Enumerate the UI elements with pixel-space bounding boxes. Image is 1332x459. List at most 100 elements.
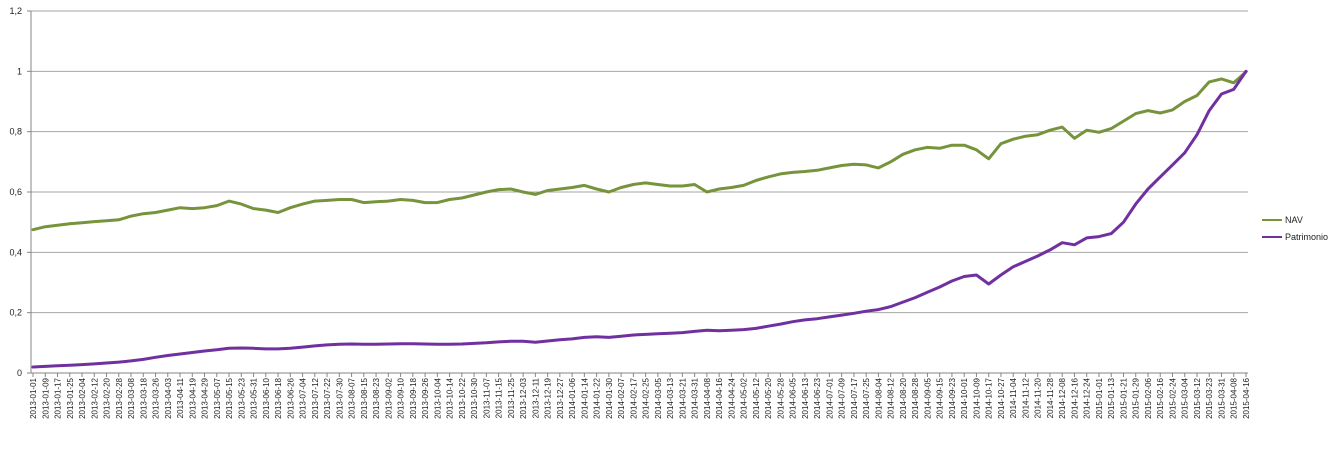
x-tick-label: 2014-03-05: [654, 377, 663, 418]
x-tick-label: 2014-02-25: [642, 377, 651, 418]
x-axis-tick-labels: 2013-01-01 2013-01-09 2013-01-17 2013-01-25…: [29, 377, 1251, 418]
x-tick-label: 2014-12-16: [1070, 377, 1079, 418]
x-tick-label: 2014-10-27: [997, 377, 1006, 418]
x-tick-label: 2015-01-29: [1132, 377, 1141, 418]
x-tick-label: 2014-12-08: [1058, 377, 1067, 418]
x-tick-label: 2014-01-06: [568, 377, 577, 418]
x-tick-label: 2015-01-21: [1119, 377, 1128, 418]
x-tick-label: 2013-02-12: [90, 377, 99, 418]
x-tick-label: 2014-07-09: [838, 377, 847, 418]
series-line-nav: [31, 70, 1248, 232]
x-tick-label: 2014-06-23: [813, 377, 822, 418]
x-tick-label: 2013-03-08: [127, 377, 136, 418]
legend-label-nav: NAV: [1285, 215, 1303, 225]
x-tick-label: 2013-11-07: [482, 377, 491, 418]
x-tick-label: 2015-02-24: [1168, 377, 1177, 418]
x-tick-label: 2013-07-30: [335, 377, 344, 418]
x-tick-label: 2013-09-26: [421, 377, 430, 418]
x-tick-label: 2014-07-25: [862, 377, 871, 418]
x-tick-label: 2014-01-30: [605, 377, 614, 418]
x-tick-label: 2013-10-04: [433, 377, 442, 418]
x-tick-label: 2013-06-10: [262, 377, 271, 418]
x-tick-label: 2013-07-04: [299, 377, 308, 418]
x-tick-label: 2013-10-30: [470, 377, 479, 418]
series-lines: [31, 69, 1248, 369]
x-tick-label: 2013-04-11: [176, 377, 185, 418]
x-tick-label: 2013-11-25: [507, 377, 516, 418]
x-tick-label: 2014-01-14: [580, 377, 589, 418]
x-tick-label: 2013-05-15: [225, 377, 234, 418]
x-tick-label: 2013-07-12: [311, 377, 320, 418]
x-tick-label: 2014-12-24: [1083, 377, 1092, 418]
x-tick-label: 2014-03-31: [691, 377, 700, 418]
x-tick-label: 2014-11-20: [1034, 377, 1043, 418]
x-tick-label: 2013-08-15: [360, 377, 369, 418]
x-tick-label: 2015-03-23: [1205, 377, 1214, 418]
x-tick-label: 2013-01-09: [41, 377, 50, 418]
x-tick-label: 2014-08-04: [874, 377, 883, 418]
x-tick-label: 2013-11-15: [495, 377, 504, 418]
x-tick-label: 2014-10-09: [972, 377, 981, 418]
x-tick-label: 2013-10-14: [446, 377, 455, 418]
y-tick-label: 1: [17, 66, 22, 76]
x-tick-label: 2014-04-24: [727, 377, 736, 418]
x-tick-label: 2014-07-01: [825, 377, 834, 418]
x-tick-label: 2014-11-12: [1021, 377, 1030, 418]
x-tick-label: 2014-05-12: [752, 377, 761, 418]
x-tick-label: 2014-09-15: [936, 377, 945, 418]
x-tick-label: 2013-01-01: [29, 377, 38, 418]
x-tick-label: 2013-08-23: [372, 377, 381, 418]
x-tick-label: 2015-03-04: [1181, 377, 1190, 418]
x-tick-label: 2014-04-08: [703, 377, 712, 418]
x-tick-label: 2015-02-06: [1144, 377, 1153, 418]
x-tick-label: 2013-09-02: [384, 377, 393, 418]
x-tick-label: 2014-06-05: [789, 377, 798, 418]
x-tick-label: 2013-04-03: [164, 377, 173, 418]
y-tick-label: 0,6: [9, 187, 22, 197]
x-tick-label: 2015-01-13: [1107, 377, 1116, 418]
x-tick-label: 2013-02-04: [78, 377, 87, 418]
x-tick-label: 2014-05-20: [764, 377, 773, 418]
x-tick-label: 2013-04-29: [201, 377, 210, 418]
x-tick-label: 2013-12-11: [531, 377, 540, 418]
x-tick-label: 2013-09-10: [397, 377, 406, 418]
x-tick-label: 2013-03-18: [139, 377, 148, 418]
y-axis-tick-labels: 0 0,2 0,4 0,6 0,8 1 1,2: [9, 6, 22, 378]
x-tick-label: 2013-09-18: [409, 377, 418, 418]
x-tick-label: 2014-01-22: [593, 377, 602, 418]
y-tick-label: 0,8: [9, 127, 22, 137]
x-tick-label: 2013-12-03: [519, 377, 528, 418]
x-tick-label: 2013-05-23: [237, 377, 246, 418]
legend: NAV Patrimonio: [1262, 215, 1328, 242]
x-tick-label: 2013-07-22: [323, 377, 332, 418]
x-tick-label: 2014-08-28: [911, 377, 920, 418]
x-tick-label: 2014-10-01: [960, 377, 969, 418]
x-tick-label: 2014-08-20: [899, 377, 908, 418]
y-tick-label: 1,2: [9, 6, 22, 16]
x-tick-label: 2013-06-26: [286, 377, 295, 418]
x-tick-label: 2014-05-28: [776, 377, 785, 418]
x-tick-label: 2014-10-17: [985, 377, 994, 418]
x-tick-label: 2015-02-16: [1156, 377, 1165, 418]
x-tick-label: 2013-12-27: [556, 377, 565, 418]
x-tick-label: 2013-10-22: [458, 377, 467, 418]
x-tick-label: 2015-01-01: [1095, 377, 1104, 418]
x-tick-label: 2014-07-17: [850, 377, 859, 418]
series-line-patrimonio: [31, 69, 1248, 369]
x-tick-label: 2014-08-12: [887, 377, 896, 418]
x-tick-label: 2014-05-02: [740, 377, 749, 418]
x-tick-label: 2014-04-16: [715, 377, 724, 418]
x-tick-label: 2013-02-20: [103, 377, 112, 418]
legend-label-patrimonio: Patrimonio: [1285, 232, 1328, 242]
y-tick-label: 0,2: [9, 308, 22, 318]
x-tick-label: 2013-05-07: [213, 377, 222, 418]
axes: [27, 10, 1248, 377]
y-tick-label: 0: [17, 368, 22, 378]
x-tick-label: 2013-01-25: [66, 377, 75, 418]
x-tick-label: 2014-02-17: [629, 377, 638, 418]
x-tick-label: 2013-08-07: [348, 377, 357, 418]
x-tick-label: 2013-04-19: [188, 377, 197, 418]
x-tick-label: 2014-11-04: [1009, 377, 1018, 418]
x-tick-label: 2014-09-05: [923, 377, 932, 418]
